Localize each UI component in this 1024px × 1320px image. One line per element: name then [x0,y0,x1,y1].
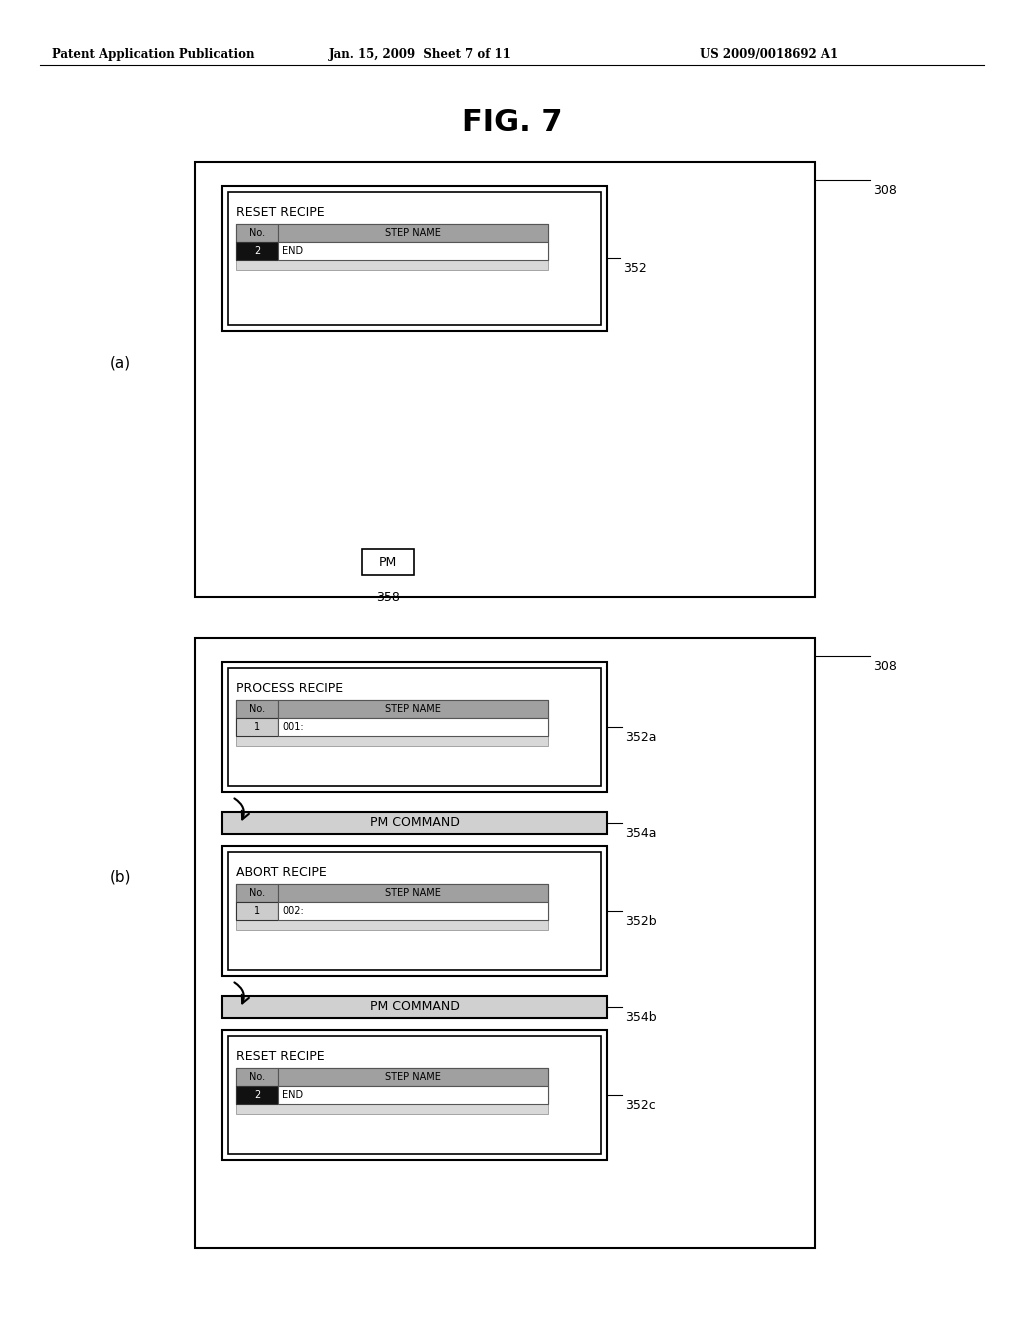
Bar [236,1104,548,1114]
Text: 352a: 352a [625,731,656,744]
Text: FIG. 7: FIG. 7 [462,108,562,137]
Text: 002:: 002: [282,906,304,916]
Bar [236,902,278,920]
Bar [236,224,548,242]
Bar [278,902,548,920]
Bar [228,1036,601,1154]
Bar [236,242,278,260]
Text: Patent Application Publication: Patent Application Publication [52,48,255,61]
FancyArrowPatch shape [234,799,249,820]
Text: 1: 1 [254,722,260,733]
Bar [222,186,607,331]
Text: US 2009/0018692 A1: US 2009/0018692 A1 [700,48,838,61]
Bar [195,162,815,597]
Bar [236,1068,548,1086]
Bar [222,997,607,1018]
Text: PM COMMAND: PM COMMAND [370,817,460,829]
Text: 352b: 352b [625,915,656,928]
Bar [225,665,610,795]
Text: No.: No. [249,888,265,898]
Text: PM COMMAND: PM COMMAND [370,1001,460,1014]
Text: 352c: 352c [625,1100,655,1111]
Bar [236,260,548,271]
Text: END: END [282,1090,303,1100]
Bar [195,638,815,1247]
Bar [236,718,548,737]
Text: 354a: 354a [625,828,656,840]
Bar [222,812,607,834]
Bar [236,737,548,746]
Bar [278,718,548,737]
Bar [236,1086,278,1104]
Text: 308: 308 [873,660,897,673]
Text: No.: No. [249,1072,265,1082]
Text: (a): (a) [110,355,131,370]
Text: Jan. 15, 2009  Sheet 7 of 11: Jan. 15, 2009 Sheet 7 of 11 [329,48,511,61]
Text: STEP NAME: STEP NAME [385,888,441,898]
Text: RESET RECIPE: RESET RECIPE [236,206,325,219]
Bar [278,224,548,242]
Text: PM: PM [379,556,397,569]
Text: 358: 358 [376,591,400,605]
Bar [278,1068,548,1086]
Text: RESET RECIPE: RESET RECIPE [236,1049,325,1063]
Text: No.: No. [249,228,265,238]
Bar [228,191,601,325]
Bar [236,718,278,737]
Bar [228,851,601,970]
Bar [236,700,548,718]
Text: 354b: 354b [625,1011,656,1024]
Bar [236,242,548,260]
Bar [222,1030,607,1160]
Text: PROCESS RECIPE: PROCESS RECIPE [236,682,343,696]
Text: 308: 308 [873,183,897,197]
Text: 2: 2 [254,246,260,256]
Bar [278,242,548,260]
Bar [225,189,610,334]
Bar [225,849,610,979]
Bar [236,884,548,902]
Text: 1: 1 [254,906,260,916]
Bar [236,920,548,931]
Bar [222,663,607,792]
Bar [278,884,548,902]
Bar [236,1068,278,1086]
Text: ABORT RECIPE: ABORT RECIPE [236,866,327,879]
Text: END: END [282,246,303,256]
Bar [236,700,278,718]
Bar [228,668,601,785]
Text: (b): (b) [110,870,131,884]
Text: STEP NAME: STEP NAME [385,704,441,714]
Bar [236,884,278,902]
Text: 2: 2 [254,1090,260,1100]
Text: No.: No. [249,704,265,714]
Bar [225,1034,610,1163]
Text: 352: 352 [623,261,647,275]
Bar [236,1086,548,1104]
Bar [362,549,414,576]
Bar [278,1086,548,1104]
Text: STEP NAME: STEP NAME [385,1072,441,1082]
Bar [236,902,548,920]
Bar [278,700,548,718]
Bar [236,224,278,242]
Bar [222,846,607,975]
FancyArrowPatch shape [234,982,249,1003]
Text: STEP NAME: STEP NAME [385,228,441,238]
Text: 001:: 001: [282,722,304,733]
